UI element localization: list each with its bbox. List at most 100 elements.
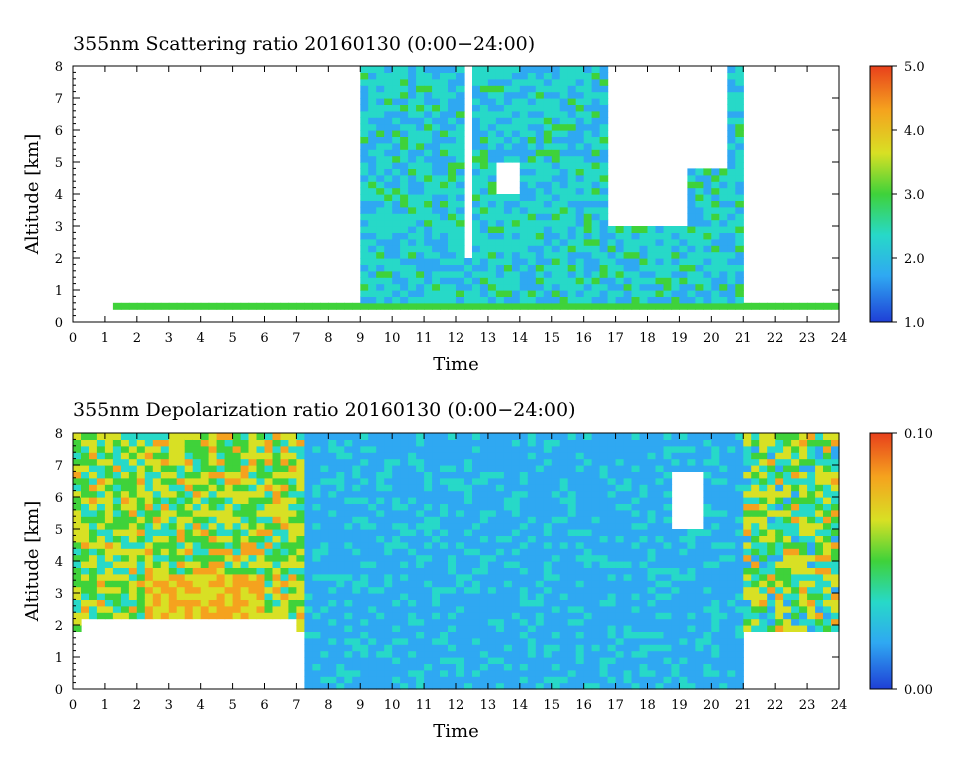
heatmap-cell <box>440 580 449 588</box>
heatmap-cell <box>687 245 696 253</box>
heatmap-cell <box>89 541 98 549</box>
heatmap-cell <box>464 599 473 607</box>
heatmap-cell <box>360 561 369 568</box>
heatmap-cell <box>400 245 409 253</box>
heatmap-cell <box>495 471 505 479</box>
heatmap-cell <box>456 277 465 285</box>
heatmap-cell <box>575 573 585 581</box>
heatmap-cell <box>336 529 345 536</box>
heatmap-cell <box>360 567 369 575</box>
heatmap-cell <box>440 561 449 568</box>
heatmap-cell <box>479 194 489 201</box>
heatmap-cell <box>527 264 537 272</box>
heatmap-cell <box>456 484 465 492</box>
heatmap-cell <box>703 529 712 536</box>
heatmap-cell <box>727 98 736 105</box>
heatmap-cell <box>479 258 489 265</box>
heatmap-cell <box>304 497 313 504</box>
heatmap-cell <box>711 296 720 304</box>
heatmap-cell <box>440 676 449 684</box>
heatmap-cell <box>511 605 521 613</box>
heatmap-cell <box>487 290 497 297</box>
heatmap-cell <box>432 503 441 511</box>
heatmap-cell <box>535 554 545 562</box>
heatmap-cell <box>783 503 792 511</box>
heatmap-cell <box>583 458 593 466</box>
heatmap-cell <box>456 219 465 227</box>
heatmap-cell <box>168 509 178 517</box>
heatmap-cell <box>184 490 194 498</box>
heatmap-cell <box>456 618 465 626</box>
heatmap-cell <box>639 277 649 285</box>
heatmap-cell <box>232 471 242 479</box>
heatmap-cell <box>400 561 409 568</box>
heatmap-cell <box>336 669 345 677</box>
heatmap-cell <box>575 66 585 73</box>
heatmap-cell <box>104 490 114 498</box>
heatmap-cell <box>639 676 649 684</box>
heatmap-cell <box>408 471 417 479</box>
heatmap-cell <box>623 477 633 485</box>
heatmap-cell <box>663 484 673 492</box>
heatmap-cell <box>527 465 537 472</box>
heatmap-cell <box>615 573 625 581</box>
heatmap-cell <box>775 612 784 620</box>
heatmap-cell <box>663 650 673 658</box>
heatmap-cell <box>208 439 218 447</box>
heatmap-cell <box>623 580 633 588</box>
heatmap-cell <box>735 206 744 214</box>
heatmap-cell <box>727 264 736 272</box>
heatmap-cell <box>336 548 345 556</box>
heatmap-cell <box>479 181 489 189</box>
heatmap-cell <box>448 522 457 530</box>
heatmap-cell <box>607 445 617 453</box>
heatmap-cell <box>519 465 529 472</box>
heatmap-cell <box>687 554 696 562</box>
heatmap-cell <box>535 194 545 201</box>
heatmap-cell <box>615 264 625 272</box>
heatmap-cell <box>200 516 210 524</box>
heatmap-cell <box>104 541 114 549</box>
heatmap-cell <box>328 644 337 652</box>
heatmap-cell <box>703 283 712 291</box>
heatmap-cell <box>73 497 82 504</box>
heatmap-cell <box>655 471 665 479</box>
heatmap-cell <box>559 663 569 671</box>
heatmap-cell <box>671 296 680 304</box>
heatmap-cell <box>368 561 377 568</box>
heatmap-cell <box>400 548 409 556</box>
heatmap-cell <box>551 226 561 233</box>
heatmap-cell <box>352 625 361 632</box>
heatmap-cell <box>743 541 752 549</box>
heatmap-cell <box>751 477 760 485</box>
heatmap-cell <box>168 433 178 440</box>
heatmap-cell <box>583 162 593 169</box>
heatmap-cell <box>184 452 194 460</box>
heatmap-cell <box>128 471 138 479</box>
heatmap-cell <box>392 226 401 233</box>
heatmap-cell <box>456 593 465 600</box>
heatmap-cell <box>479 561 489 568</box>
heatmap-cell <box>464 445 473 453</box>
heatmap-cell <box>719 618 728 626</box>
heatmap-cell <box>487 541 497 549</box>
heatmap-cell <box>456 72 465 80</box>
heatmap-cell <box>551 535 561 543</box>
heatmap-cell <box>695 548 704 556</box>
heatmap-cell <box>607 258 617 265</box>
heatmap-cell <box>280 605 290 613</box>
heatmap-cell <box>631 503 641 511</box>
heatmap-cell <box>543 194 553 201</box>
heatmap-cell <box>511 465 521 472</box>
heatmap-cell <box>320 477 329 485</box>
heatmap-cell <box>352 529 361 536</box>
heatmap-cell <box>807 484 816 492</box>
heatmap-cell <box>751 599 760 607</box>
heatmap-cell <box>248 433 258 440</box>
heatmap-cell <box>296 439 305 447</box>
heatmap-cell <box>184 535 194 543</box>
heatmap-cell <box>623 465 633 472</box>
heatmap-cell <box>232 599 242 607</box>
heatmap-cell <box>559 110 569 118</box>
heatmap-cell <box>208 580 218 588</box>
